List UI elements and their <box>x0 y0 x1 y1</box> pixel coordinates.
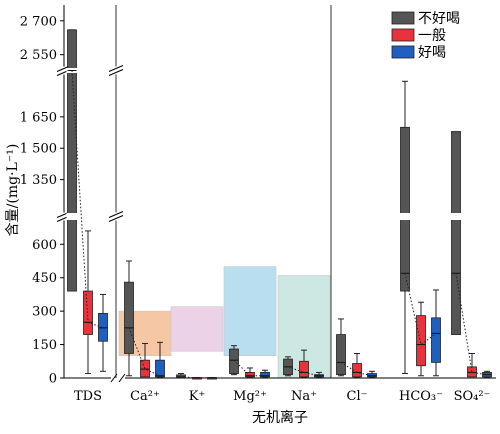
box-0 <box>336 318 346 377</box>
box-2 <box>98 293 108 372</box>
y-axis-break <box>108 69 124 76</box>
box <box>83 290 93 335</box>
y-tick-label: 2 700 <box>20 14 57 29</box>
box-1 <box>140 342 150 378</box>
box <box>260 372 270 378</box>
y-tick-label: 1 650 <box>20 110 57 125</box>
box-2 <box>155 341 165 378</box>
axis-break-gap <box>57 212 71 221</box>
x-axis-title: 无机离子 <box>252 409 308 426</box>
box-1 <box>299 349 309 378</box>
box-break-gap <box>450 213 462 220</box>
y-axis-break <box>108 215 124 222</box>
reference-band <box>223 266 277 357</box>
x-axis-break <box>118 373 126 383</box>
box-2 <box>431 289 441 377</box>
legend-swatch <box>391 28 415 42</box>
y-tick-label: 2 550 <box>20 48 57 63</box>
box-0 <box>124 260 134 377</box>
x-tick-label: HCO₃⁻ <box>399 389 443 404</box>
box <box>431 317 441 363</box>
box-2 <box>260 369 270 378</box>
axis-break-gap <box>109 212 123 221</box>
box <box>67 29 77 292</box>
legend-swatch <box>391 45 415 59</box>
box <box>416 315 426 367</box>
box-1 <box>83 230 93 375</box>
box <box>176 374 186 378</box>
y-tick-label: 300 <box>32 305 57 320</box>
median-connector <box>128 327 161 377</box>
axis-break-gap <box>109 66 123 75</box>
box-1 <box>467 352 477 378</box>
y-tick-label: 1 500 <box>20 142 57 157</box>
box <box>155 359 165 378</box>
x-tick-label: Ca²⁺ <box>130 389 160 404</box>
median-connector <box>71 70 104 329</box>
box-break-gap <box>399 213 411 220</box>
axis-break-gap <box>57 66 71 75</box>
x-tick-label: SO₄²⁻ <box>454 389 491 404</box>
box-0 <box>283 356 293 377</box>
box <box>451 131 461 335</box>
y-tick-label: 450 <box>32 271 57 286</box>
x-tick-label: Na⁺ <box>291 389 317 404</box>
legend-label: 好喝 <box>418 45 446 61</box>
box <box>245 372 255 378</box>
box-break-gap <box>66 213 78 220</box>
box-0 <box>66 29 78 292</box>
legend-label: 一般 <box>418 28 446 44</box>
box-2 <box>367 370 377 378</box>
box-1 <box>416 301 426 377</box>
box <box>229 348 239 374</box>
box-0 <box>450 131 462 335</box>
x-tick-label: K⁺ <box>189 389 206 404</box>
box-0 <box>399 80 411 375</box>
median-connector <box>233 359 265 377</box>
y-tick-label: 600 <box>32 238 57 253</box>
box <box>336 334 346 376</box>
box-2 <box>207 377 217 380</box>
box-1 <box>192 377 202 380</box>
y-axis-title: 含量/(mg·L⁻¹) <box>5 144 21 237</box>
box <box>299 360 309 378</box>
box <box>367 373 377 378</box>
legend-swatch <box>391 11 415 25</box>
box <box>98 312 108 342</box>
y-axis-break <box>108 65 124 72</box>
legend-label: 不好喝 <box>418 11 460 27</box>
x-tick-label: Mg²⁺ <box>233 389 267 404</box>
reference-band <box>170 306 224 352</box>
y-axis-break <box>108 211 124 218</box>
box <box>400 126 410 292</box>
y-tick-label: 0 <box>49 372 57 387</box>
box <box>140 359 150 378</box>
x-tick-label: TDS <box>74 389 102 404</box>
y-tick-label: 150 <box>32 338 57 353</box>
box <box>124 281 134 354</box>
median-connector <box>340 361 373 377</box>
box <box>352 363 362 378</box>
y-tick-label: 1 350 <box>20 173 57 188</box>
x-tick-label: Cl⁻ <box>347 389 368 404</box>
x-axis-break <box>110 373 118 383</box>
box <box>467 366 477 378</box>
